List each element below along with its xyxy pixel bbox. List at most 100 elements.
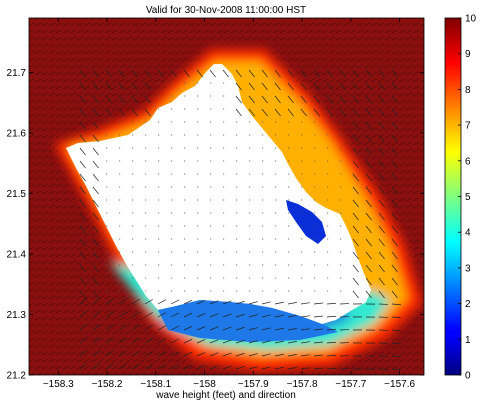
direction-arrow bbox=[326, 95, 333, 104]
y-tick-label: 21.2 bbox=[7, 371, 27, 382]
direction-arrow bbox=[144, 299, 153, 305]
direction-arrow bbox=[235, 313, 245, 318]
direction-arrow bbox=[92, 134, 99, 143]
direction-arrow bbox=[391, 134, 398, 143]
direction-arrow bbox=[352, 108, 359, 117]
direction-arrow bbox=[79, 225, 86, 234]
direction-arrow bbox=[352, 199, 359, 208]
direction-arrow bbox=[79, 323, 88, 331]
direction-arrow bbox=[144, 108, 151, 117]
x-tick-label: −158 bbox=[193, 379, 216, 390]
direction-arrow bbox=[170, 351, 180, 357]
direction-arrow bbox=[352, 251, 359, 260]
direction-arrow bbox=[274, 301, 284, 305]
direction-arrow bbox=[105, 69, 112, 78]
direction-arrow bbox=[170, 312, 180, 318]
direction-arrow bbox=[313, 341, 323, 344]
direction-arrow bbox=[326, 328, 336, 331]
direction-arrow bbox=[365, 147, 372, 156]
direction-arrow bbox=[248, 327, 258, 331]
direction-arrow bbox=[365, 277, 372, 286]
direction-arrow bbox=[92, 238, 99, 247]
direction-arrow bbox=[378, 277, 385, 286]
direction-arrow bbox=[157, 325, 167, 331]
direction-arrow bbox=[144, 95, 151, 104]
colorbar bbox=[445, 18, 461, 375]
direction-arrow bbox=[118, 311, 127, 318]
direction-arrow bbox=[352, 173, 359, 182]
direction-arrow bbox=[92, 225, 99, 234]
y-tick-label: 21.7 bbox=[7, 68, 27, 79]
direction-arrow bbox=[209, 339, 219, 344]
direction-arrow bbox=[235, 326, 245, 331]
direction-arrow bbox=[274, 69, 281, 78]
direction-arrow bbox=[313, 95, 320, 104]
direction-arrow bbox=[79, 199, 86, 208]
direction-arrow bbox=[79, 251, 86, 260]
direction-arrow bbox=[248, 108, 255, 117]
direction-arrow bbox=[131, 350, 140, 357]
direction-arrow bbox=[131, 298, 140, 305]
direction-arrow bbox=[274, 108, 281, 117]
direction-arrow bbox=[79, 238, 86, 247]
direction-arrow bbox=[326, 315, 336, 318]
direction-arrow bbox=[118, 82, 125, 91]
direction-arrow bbox=[365, 108, 372, 117]
direction-arrow bbox=[222, 339, 232, 344]
direction-arrow bbox=[391, 199, 398, 208]
direction-arrow bbox=[118, 95, 125, 104]
direction-arrow bbox=[261, 327, 271, 331]
direction-arrow bbox=[248, 340, 258, 344]
colorbar-tick-label: 7 bbox=[465, 121, 471, 132]
direction-arrow bbox=[144, 338, 153, 344]
direction-arrow bbox=[92, 277, 99, 286]
direction-arrow bbox=[196, 352, 206, 357]
direction-arrow bbox=[131, 337, 140, 344]
direction-arrow bbox=[300, 328, 310, 331]
direction-arrow bbox=[79, 108, 86, 117]
direction-arrow bbox=[209, 69, 216, 78]
x-tick-label: −158.3 bbox=[43, 379, 74, 390]
direction-arrow bbox=[391, 329, 401, 332]
direction-arrow bbox=[261, 301, 271, 305]
y-tick-label: 21.6 bbox=[7, 128, 27, 139]
direction-arrow bbox=[300, 315, 310, 318]
direction-arrow bbox=[287, 302, 297, 305]
direction-arrow bbox=[352, 134, 359, 143]
direction-arrow bbox=[92, 69, 99, 78]
direction-arrow bbox=[287, 341, 297, 344]
direction-arrow bbox=[157, 69, 164, 78]
direction-arrow bbox=[79, 95, 86, 104]
direction-arrow bbox=[144, 325, 153, 331]
direction-arrow bbox=[118, 363, 127, 370]
direction-arrow bbox=[391, 82, 398, 91]
direction-arrow bbox=[170, 338, 180, 344]
direction-arrow bbox=[339, 82, 346, 91]
direction-arrow bbox=[274, 340, 284, 344]
direction-arrow bbox=[235, 82, 242, 91]
direction-arrow bbox=[92, 108, 99, 117]
direction-arrow bbox=[365, 199, 372, 208]
direction-arrow bbox=[235, 95, 242, 104]
colorbar-tick-label: 4 bbox=[465, 228, 471, 239]
direction-arrow bbox=[105, 363, 114, 370]
direction-arrow bbox=[118, 69, 125, 78]
direction-arrow bbox=[365, 238, 372, 247]
direction-arrow bbox=[274, 314, 284, 318]
colorbar-tick-label: 9 bbox=[465, 49, 471, 60]
direction-arrow bbox=[222, 365, 232, 370]
direction-arrow bbox=[157, 364, 167, 370]
direction-arrow bbox=[378, 147, 385, 156]
direction-arrow bbox=[313, 315, 323, 318]
direction-arrow bbox=[209, 300, 219, 305]
direction-arrow bbox=[222, 352, 232, 357]
direction-arrow bbox=[378, 290, 385, 299]
direction-arrow bbox=[79, 336, 88, 344]
direction-arrow bbox=[196, 69, 203, 78]
direction-arrow bbox=[183, 364, 193, 370]
direction-arrow bbox=[391, 277, 398, 286]
direction-arrow bbox=[365, 134, 372, 143]
direction-arrow bbox=[209, 365, 219, 370]
direction-arrow bbox=[248, 82, 255, 91]
direction-arrow bbox=[209, 313, 219, 318]
